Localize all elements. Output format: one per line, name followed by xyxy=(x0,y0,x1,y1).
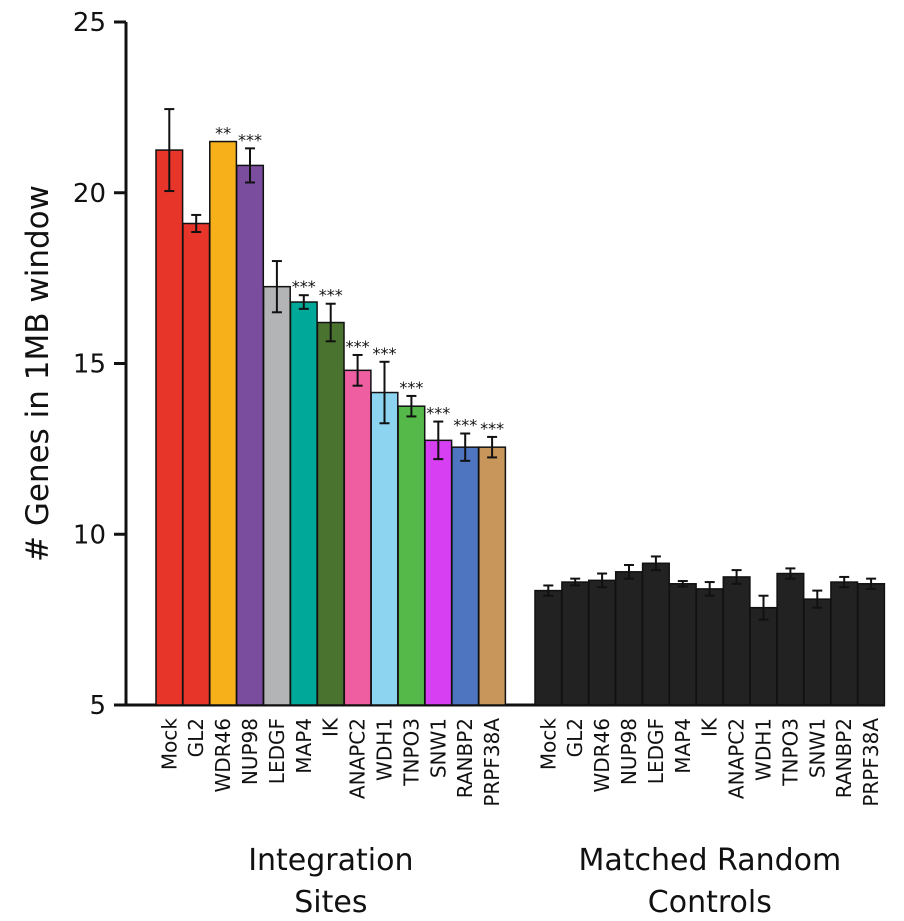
x-tick-label: PRPF38A xyxy=(859,718,883,807)
significance-label: *** xyxy=(426,404,450,423)
bar xyxy=(316,321,345,706)
significance-label: *** xyxy=(292,277,316,296)
bar xyxy=(451,446,480,706)
y-axis-label: # Genes in 1MB window xyxy=(20,185,56,562)
bar xyxy=(830,581,859,706)
x-tick-label: NUP98 xyxy=(617,718,641,785)
bar xyxy=(668,583,697,706)
bar xyxy=(370,391,399,706)
x-tick-label: RANBP2 xyxy=(832,718,856,798)
y-ticks: 5 10 15 20 25 xyxy=(73,8,126,721)
y-tick-label: 25 xyxy=(73,8,106,38)
bar xyxy=(641,562,670,706)
group-label: Matched Random xyxy=(578,843,841,878)
bar xyxy=(749,606,778,706)
group-label: Sites xyxy=(294,885,367,920)
y-tick-label: 20 xyxy=(73,179,106,209)
significance-label: *** xyxy=(480,419,504,438)
significance-label: *** xyxy=(346,337,370,356)
x-tick-label: IK xyxy=(319,717,343,737)
x-tick-label: LEDGF xyxy=(265,718,289,784)
y-tick-label: 15 xyxy=(73,350,106,380)
bar xyxy=(588,579,617,706)
x-tick-label: RANBP2 xyxy=(453,718,477,798)
bar xyxy=(561,581,590,706)
x-tick-label: ANAPC2 xyxy=(725,718,749,799)
significance-label: *** xyxy=(373,344,397,363)
bar xyxy=(343,369,372,706)
bar xyxy=(803,598,832,706)
x-tick-label: ANAPC2 xyxy=(346,718,370,799)
significance-label: *** xyxy=(453,416,477,435)
bar xyxy=(614,571,644,706)
x-tick-label: TNPO3 xyxy=(399,718,423,787)
x-tick-label: WDH1 xyxy=(752,718,776,781)
x-tick-label: WDR46 xyxy=(211,718,235,793)
bar xyxy=(534,589,563,706)
x-tick-label: GL2 xyxy=(184,718,208,757)
x-tick-label: Mock xyxy=(536,718,560,770)
x-tick-label: NUP98 xyxy=(238,718,262,785)
x-tick-label: IK xyxy=(698,717,722,737)
bar xyxy=(722,576,751,706)
significance-label: *** xyxy=(238,130,262,149)
x-tick-label: GL2 xyxy=(563,718,587,757)
significance-label: *** xyxy=(399,378,423,397)
x-tick-label: SNW1 xyxy=(805,718,829,778)
bar xyxy=(289,301,318,706)
x-tick-label: Mock xyxy=(157,718,181,770)
bar xyxy=(182,222,211,706)
x-tick-label: LEDGF xyxy=(644,718,668,784)
x-tick-label: WDR46 xyxy=(590,718,614,793)
x-tick-label: TNPO3 xyxy=(778,718,802,787)
group-labels: Integration Sites Matched Random Controls xyxy=(248,843,841,920)
bar xyxy=(478,446,507,706)
y-tick-label: 5 xyxy=(89,691,106,721)
bar xyxy=(857,583,886,706)
x-tick-label: MAP4 xyxy=(671,718,695,774)
significance-label: *** xyxy=(319,286,343,305)
y-tick-label: 10 xyxy=(73,520,106,550)
bar xyxy=(695,588,724,706)
significance-label: ** xyxy=(215,124,231,143)
bar xyxy=(397,405,426,706)
bars: ** ****** ****** ************ *** xyxy=(155,108,886,706)
x-tick-label: PRPF38A xyxy=(480,718,504,807)
x-tick-label: SNW1 xyxy=(426,718,450,778)
bar xyxy=(155,149,184,706)
bar xyxy=(776,572,805,706)
bar xyxy=(209,140,238,706)
bar xyxy=(424,439,453,706)
category-labels: Mock GL2 WDR46 NUP98 LEDGF MAP4 IK ANAPC2 WDH1 TN… xyxy=(157,717,883,807)
x-tick-label: MAP4 xyxy=(292,718,316,774)
group-label: Integration xyxy=(248,843,413,878)
group-label: Controls xyxy=(648,885,772,920)
x-tick-label: WDH1 xyxy=(373,718,397,781)
bar xyxy=(262,285,291,706)
bar xyxy=(235,164,265,706)
